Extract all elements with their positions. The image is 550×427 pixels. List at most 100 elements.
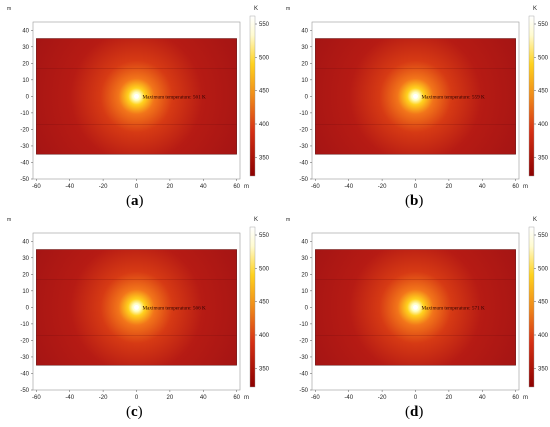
y-tick-label: -20 xyxy=(20,338,29,344)
x-tick-label: 60 xyxy=(512,184,519,190)
colorbar-unit: K xyxy=(533,217,537,223)
max-temperature-point xyxy=(413,304,418,310)
x-tick-label: -60 xyxy=(32,395,41,401)
y-tick-label: -20 xyxy=(299,338,308,344)
y-tick-label: 10 xyxy=(301,78,308,84)
colorbar xyxy=(528,226,535,388)
y-tick-label: -30 xyxy=(299,144,308,150)
max-temperature-annotation: Maximum temperature: 566 K xyxy=(143,305,206,311)
y-tick-label: 30 xyxy=(301,256,308,262)
x-tick-label: -20 xyxy=(99,184,108,190)
y-tick-label: -30 xyxy=(20,355,29,361)
y-tick-label: 10 xyxy=(22,289,29,295)
y-tick-label: 10 xyxy=(22,78,29,84)
x-axis-unit: m xyxy=(523,184,528,190)
x-tick-label: 20 xyxy=(446,395,453,401)
colorbar-unit: K xyxy=(533,6,537,12)
y-tick-label: -20 xyxy=(299,127,308,133)
max-temperature-annotation: Maximum temperature: 559 K xyxy=(422,94,485,100)
x-tick-label: -40 xyxy=(65,184,74,190)
y-axis-unit: m xyxy=(7,6,11,12)
y-tick-label: 20 xyxy=(22,272,29,278)
y-tick-label: -30 xyxy=(20,144,29,150)
y-tick-label: 0 xyxy=(305,94,309,100)
temperature-plot-d: Maximum temperature: 571 K -60 -40 -20 0 20 40… xyxy=(286,217,549,401)
y-tick-label: 40 xyxy=(301,239,308,245)
colorbar-unit: K xyxy=(254,6,258,12)
y-tick-label: 30 xyxy=(301,45,308,51)
y-tick-label: 0 xyxy=(26,305,30,311)
y-tick-label: -40 xyxy=(20,371,29,377)
y-tick-label: 40 xyxy=(301,28,308,34)
colorbar-tick-label: 500 xyxy=(259,266,270,272)
x-tick-label: 20 xyxy=(446,184,453,190)
temperature-plot-a: Maximum temperature: 561 K -60 -40 -20 0 20 40… xyxy=(7,6,270,190)
y-tick-label: -40 xyxy=(299,371,308,377)
y-tick-label: 20 xyxy=(301,61,308,67)
y-tick-label: -20 xyxy=(20,127,29,133)
colorbar-tick-label: 400 xyxy=(259,333,270,339)
y-tick-label: 30 xyxy=(22,256,29,262)
y-tick-label: -10 xyxy=(299,111,308,117)
colorbar-tick-label: 500 xyxy=(538,55,549,61)
x-tick-label: 0 xyxy=(135,184,139,190)
y-axis-unit: m xyxy=(7,217,11,223)
y-tick-label: -30 xyxy=(299,355,308,361)
x-tick-label: 20 xyxy=(167,184,174,190)
y-tick-label: -40 xyxy=(299,160,308,166)
y-tick-label: 0 xyxy=(26,94,30,100)
colorbar-tick-label: 400 xyxy=(538,333,549,339)
colorbar-tick-label: 350 xyxy=(538,366,549,372)
y-tick-label: 40 xyxy=(22,28,29,34)
y-tick-label: -10 xyxy=(20,322,29,328)
y-tick-label: -40 xyxy=(20,160,29,166)
colorbar-tick-label: 350 xyxy=(259,155,270,161)
colorbar-tick-label: 350 xyxy=(259,366,270,372)
x-tick-label: 40 xyxy=(200,184,207,190)
x-axis-unit: m xyxy=(244,184,249,190)
x-tick-label: 0 xyxy=(414,184,418,190)
x-tick-label: -60 xyxy=(32,184,41,190)
y-tick-label: 40 xyxy=(22,239,29,245)
y-tick-label: 10 xyxy=(301,289,308,295)
max-temperature-point xyxy=(413,93,418,99)
colorbar-tick-label: 450 xyxy=(259,300,270,306)
x-tick-label: 0 xyxy=(414,395,418,401)
y-axis-unit: m xyxy=(286,6,290,12)
y-tick-label: 0 xyxy=(305,305,309,311)
x-tick-label: 60 xyxy=(233,395,240,401)
colorbar-tick-label: 450 xyxy=(259,89,270,95)
x-tick-label: -20 xyxy=(99,395,108,401)
y-tick-label: -10 xyxy=(20,111,29,117)
colorbar-tick-label: 500 xyxy=(259,55,270,61)
x-tick-label: 60 xyxy=(233,184,240,190)
x-tick-label: -60 xyxy=(311,395,320,401)
x-tick-label: -40 xyxy=(344,395,353,401)
x-tick-label: 40 xyxy=(479,395,486,401)
colorbar-tick-label: 350 xyxy=(538,155,549,161)
colorbar-tick-label: 400 xyxy=(538,122,549,128)
colorbar-tick-label: 550 xyxy=(259,22,270,28)
x-tick-label: -20 xyxy=(378,395,387,401)
x-tick-label: 60 xyxy=(512,395,519,401)
x-tick-label: 20 xyxy=(167,395,174,401)
x-tick-label: -40 xyxy=(65,395,74,401)
temperature-plot-b: Maximum temperature: 559 K -60 -40 -20 0 20 40… xyxy=(286,6,549,190)
x-tick-label: -60 xyxy=(311,184,320,190)
y-tick-label: 20 xyxy=(22,61,29,67)
colorbar xyxy=(528,15,535,177)
y-tick-label: -10 xyxy=(299,322,308,328)
y-tick-label: -50 xyxy=(20,177,29,183)
colorbar-tick-label: 550 xyxy=(538,233,549,239)
y-tick-label: 30 xyxy=(22,45,29,51)
panel-caption: (c) xyxy=(126,404,143,420)
panel-a: Maximum temperature: 561 K -60 -40 -20 0 20 40… xyxy=(0,0,275,213)
panel-caption: (b) xyxy=(405,193,424,209)
x-tick-label: -40 xyxy=(344,184,353,190)
colorbar-tick-label: 450 xyxy=(538,300,549,306)
panel-caption: (a) xyxy=(126,193,144,209)
x-tick-label: 40 xyxy=(200,395,207,401)
max-temperature-point xyxy=(134,304,139,310)
x-tick-label: 0 xyxy=(135,395,139,401)
panel-b: Maximum temperature: 559 K -60 -40 -20 0 20 40… xyxy=(279,0,550,213)
